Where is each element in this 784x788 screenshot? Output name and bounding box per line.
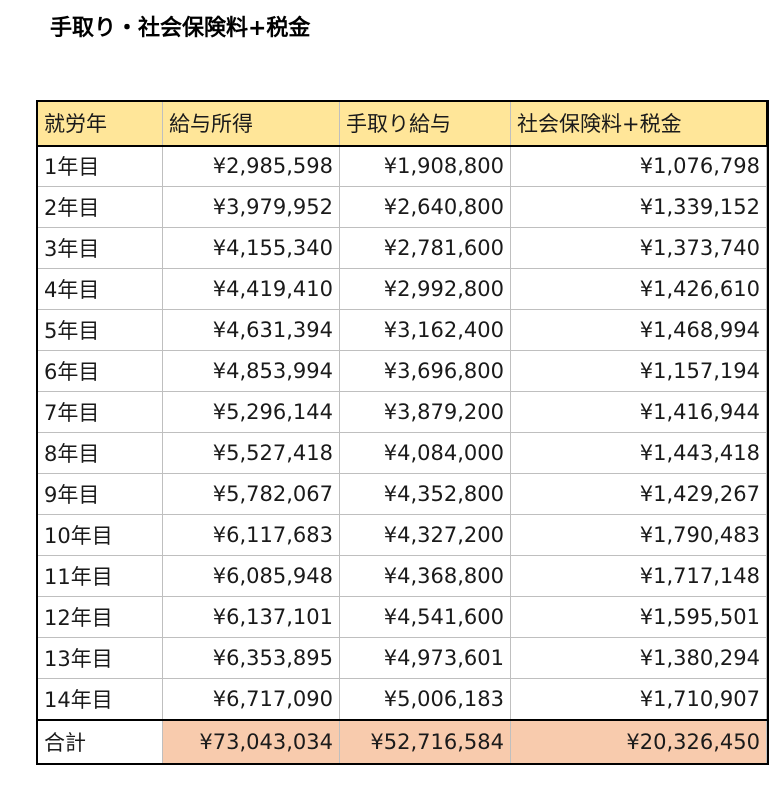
income-cell: ¥6,137,101 (162, 596, 340, 638)
total-income: ¥73,043,034 (162, 718, 340, 764)
tax-cell: ¥1,373,740 (510, 227, 767, 269)
year-cell: 4年目 (37, 268, 163, 310)
table-row: 4年目 ¥4,419,410 ¥2,992,800 ¥1,426,610 (37, 268, 767, 310)
total-net: ¥52,716,584 (339, 718, 511, 764)
tax-cell: ¥1,717,148 (510, 555, 767, 597)
tax-cell: ¥1,426,610 (510, 268, 767, 310)
table-header-row: 就労年 給与所得 手取り給与 社会保険料+税金 (37, 101, 768, 147)
income-cell: ¥4,419,410 (162, 268, 340, 310)
net-cell: ¥4,973,601 (339, 637, 511, 679)
total-row: 合計 ¥73,043,034 ¥52,716,584 ¥20,326,450 (37, 718, 767, 764)
year-cell: 12年目 (37, 596, 163, 638)
income-cell: ¥5,527,418 (162, 432, 340, 474)
year-cell: 10年目 (37, 514, 163, 556)
table-row: 10年目 ¥6,117,683 ¥4,327,200 ¥1,790,483 (37, 514, 767, 556)
header-cell-tax: 社会保険料+税金 (510, 101, 768, 147)
year-cell: 5年目 (37, 309, 163, 351)
tax-cell: ¥1,595,501 (510, 596, 767, 638)
tax-cell: ¥1,380,294 (510, 637, 767, 679)
table-row: 5年目 ¥4,631,394 ¥3,162,400 ¥1,468,994 (37, 309, 767, 351)
income-cell: ¥6,117,683 (162, 514, 340, 556)
table-row: 14年目 ¥6,717,090 ¥5,006,183 ¥1,710,907 (37, 678, 767, 720)
header-cell-year: 就労年 (37, 101, 163, 147)
net-cell: ¥4,352,800 (339, 473, 511, 515)
net-cell: ¥3,879,200 (339, 391, 511, 433)
tax-cell: ¥1,468,994 (510, 309, 767, 351)
tax-cell: ¥1,790,483 (510, 514, 767, 556)
year-cell: 2年目 (37, 186, 163, 228)
year-cell: 9年目 (37, 473, 163, 515)
tax-cell: ¥1,339,152 (510, 186, 767, 228)
total-label: 合計 (37, 718, 163, 764)
year-cell: 6年目 (37, 350, 163, 392)
year-cell: 1年目 (37, 145, 163, 187)
tax-cell: ¥1,443,418 (510, 432, 767, 474)
tax-cell: ¥1,157,194 (510, 350, 767, 392)
tax-cell: ¥1,416,944 (510, 391, 767, 433)
net-cell: ¥4,368,800 (339, 555, 511, 597)
net-cell: ¥2,992,800 (339, 268, 511, 310)
income-cell: ¥6,085,948 (162, 555, 340, 597)
income-cell: ¥4,155,340 (162, 227, 340, 269)
table-row: 7年目 ¥5,296,144 ¥3,879,200 ¥1,416,944 (37, 391, 767, 433)
net-cell: ¥5,006,183 (339, 678, 511, 720)
table-row: 1年目 ¥2,985,598 ¥1,908,800 ¥1,076,798 (37, 145, 767, 187)
income-cell: ¥2,985,598 (162, 145, 340, 187)
income-cell: ¥6,353,895 (162, 637, 340, 679)
income-cell: ¥4,853,994 (162, 350, 340, 392)
tax-cell: ¥1,710,907 (510, 678, 767, 720)
table-row: 9年目 ¥5,782,067 ¥4,352,800 ¥1,429,267 (37, 473, 767, 515)
year-cell: 7年目 (37, 391, 163, 433)
income-cell: ¥6,717,090 (162, 678, 340, 720)
net-cell: ¥4,084,000 (339, 432, 511, 474)
income-cell: ¥5,782,067 (162, 473, 340, 515)
year-cell: 11年目 (37, 555, 163, 597)
table-row: 13年目 ¥6,353,895 ¥4,973,601 ¥1,380,294 (37, 637, 767, 679)
table-row: 6年目 ¥4,853,994 ¥3,696,800 ¥1,157,194 (37, 350, 767, 392)
table-row: 2年目 ¥3,979,952 ¥2,640,800 ¥1,339,152 (37, 186, 767, 228)
net-cell: ¥4,327,200 (339, 514, 511, 556)
salary-table: 就労年 給与所得 手取り給与 社会保険料+税金 1年目 ¥2,985,598 ¥1,… (36, 100, 769, 765)
table-row: 8年目 ¥5,527,418 ¥4,084,000 ¥1,443,418 (37, 432, 767, 474)
table-row: 11年目 ¥6,085,948 ¥4,368,800 ¥1,717,148 (37, 555, 767, 597)
net-cell: ¥1,908,800 (339, 145, 511, 187)
net-cell: ¥3,162,400 (339, 309, 511, 351)
page-title: 手取り・社会保険料+税金 (50, 16, 311, 41)
tax-cell: ¥1,429,267 (510, 473, 767, 515)
header-cell-net: 手取り給与 (339, 101, 511, 147)
net-cell: ¥2,781,600 (339, 227, 511, 269)
table-row: 12年目 ¥6,137,101 ¥4,541,600 ¥1,595,501 (37, 596, 767, 638)
income-cell: ¥4,631,394 (162, 309, 340, 351)
income-cell: ¥5,296,144 (162, 391, 340, 433)
year-cell: 3年目 (37, 227, 163, 269)
net-cell: ¥4,541,600 (339, 596, 511, 638)
tax-cell: ¥1,076,798 (510, 145, 767, 187)
year-cell: 8年目 (37, 432, 163, 474)
year-cell: 13年目 (37, 637, 163, 679)
year-cell: 14年目 (37, 678, 163, 720)
net-cell: ¥3,696,800 (339, 350, 511, 392)
income-cell: ¥3,979,952 (162, 186, 340, 228)
table-row: 3年目 ¥4,155,340 ¥2,781,600 ¥1,373,740 (37, 227, 767, 269)
header-cell-income: 給与所得 (162, 101, 340, 147)
total-tax: ¥20,326,450 (510, 718, 767, 764)
net-cell: ¥2,640,800 (339, 186, 511, 228)
